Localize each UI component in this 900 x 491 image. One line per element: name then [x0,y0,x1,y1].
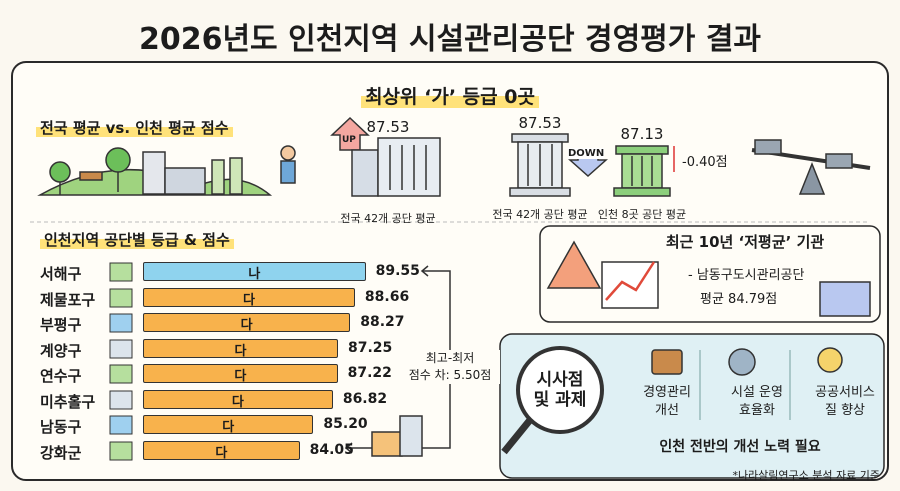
comparison-label: 인천 8곳 공단 평균 [597,208,687,221]
category-label: 계양구 [40,341,82,360]
scale-icon [751,139,871,195]
value-label: 86.82 [342,390,388,407]
conclusion: 인천 전반의 개선 노력 필요 [659,439,821,455]
warning-icon [546,240,871,317]
bar [143,262,366,281]
grade-label: 다 [240,318,253,333]
category-label: 미추홀구 [40,392,96,411]
value-label: 89.55 [375,263,420,279]
magnifier-icon [501,346,604,455]
difference: -0.40점 [682,155,728,170]
bar [143,389,333,409]
value-label: 88.66 [364,288,410,305]
value-label: 84.05 [309,441,354,458]
bar [143,338,338,358]
down-label: DOWN [568,148,605,159]
value-label: 87.22 [347,365,392,381]
comparison-value: 87.53 [518,114,562,132]
comparison-label: 전국 42개 공단 평균 [340,212,436,225]
grade-label: 다 [234,369,247,384]
comparison-heading-text: 전국 평균 vs. 인천 평균 점수 [36,119,233,137]
implication-item: 공공서비스 질 향상 [815,385,875,418]
implication-item: 경영관리 개선 [643,385,691,418]
grade-label: 다 [215,445,228,461]
bar [143,364,338,383]
top-banner: 최상위 ‘가’ 등급 0곳 [0,82,900,109]
bar [143,313,351,332]
comparison-value: 87.53 [366,118,410,136]
grade-label: 다 [231,394,244,410]
category-label: 연수구 [40,367,82,385]
grade-label: 다 [222,420,235,435]
grade-label: 나 [248,267,261,282]
top-banner-text: 최상위 ‘가’ 등급 0곳 [361,86,539,108]
spread-label: 최고-최저 점수 차: 5.50점 [400,350,500,384]
value-label: 85.20 [323,416,368,432]
implications-center: 시사점 및 과제 [533,370,587,410]
low-average-heading: 최근 10년 ‘저평균’ 기관 [665,233,825,251]
grades-heading-text: 인천지역 공단별 등급 & 점수 [40,231,234,249]
comparison-heading: 전국 평균 vs. 인천 평균 점수 [36,117,233,138]
bar [143,440,300,460]
grade-label: 다 [242,292,255,308]
up-label: UP [342,135,356,145]
value-label: 87.25 [348,339,393,356]
grades-heading: 인천지역 공단별 등급 & 점수 [40,229,234,250]
category-label: 남동구 [40,418,82,436]
city-illustration [37,145,296,196]
town-icon [371,415,423,457]
footnote: *나라살림연구소 분석 자료 기준 [732,469,880,482]
category-label: 부평구 [40,316,82,334]
value-label: 88.27 [360,314,405,330]
category-label: 강화군 [40,443,82,462]
low-average-name: - 남동구도시관리공단 [688,268,805,283]
implication-icons [651,347,843,420]
implication-item: 시설 운영 효율화 [731,385,783,418]
national-building [330,116,441,197]
grade-label: 다 [234,343,247,359]
bar [143,415,314,434]
comparison-label: 전국 42개 공단 평균 [492,208,588,221]
incheon-pillar [613,145,675,197]
category-label: 서해구 [40,265,82,283]
bar [143,287,355,307]
title: 2026년도 인천지역 시설관리공단 경영평가 결과 [138,22,762,57]
comparison-value: 87.13 [620,125,664,143]
category-label: 제물포구 [40,290,96,309]
row-icons [109,262,133,461]
low-average-score: 평균 84.79점 [700,292,778,307]
